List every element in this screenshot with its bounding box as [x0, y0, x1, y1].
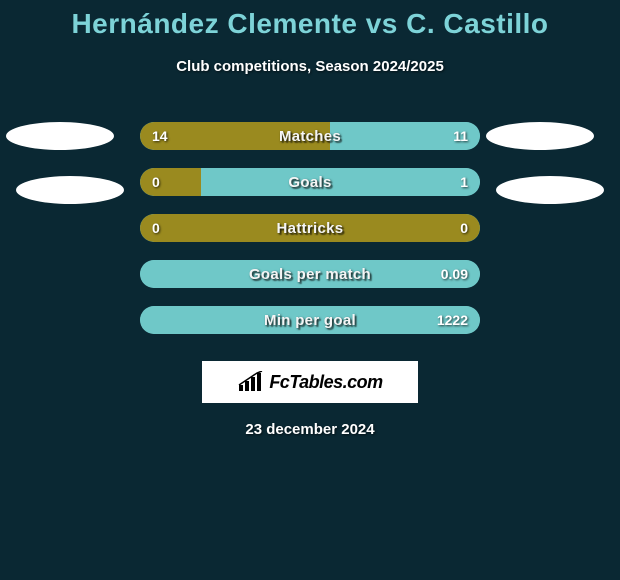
stat-row: 00Hattricks	[0, 205, 620, 251]
subtitle: Club competitions, Season 2024/2025	[0, 58, 620, 75]
date-label: 23 december 2024	[0, 421, 620, 438]
bar-track: 1222Min per goal	[140, 306, 480, 334]
page-title: Hernández Clemente vs C. Castillo	[0, 0, 620, 40]
player-badge	[6, 122, 114, 150]
stat-label: Goals	[140, 174, 480, 191]
stat-label: Hattricks	[140, 220, 480, 237]
stat-label: Min per goal	[140, 312, 480, 329]
player-badge	[486, 122, 594, 150]
bar-track: 0.09Goals per match	[140, 260, 480, 288]
stat-label: Matches	[140, 128, 480, 145]
bar-track: 1411Matches	[140, 122, 480, 150]
chart-icon	[237, 371, 263, 393]
stat-row: 0.09Goals per match	[0, 251, 620, 297]
player-badge	[496, 176, 604, 204]
bar-track: 01Goals	[140, 168, 480, 196]
bar-track: 00Hattricks	[140, 214, 480, 242]
logo-text: FcTables.com	[269, 372, 382, 393]
player-badge	[16, 176, 124, 204]
logo-box: FcTables.com	[202, 361, 418, 403]
stat-label: Goals per match	[140, 266, 480, 283]
stat-row: 1222Min per goal	[0, 297, 620, 343]
